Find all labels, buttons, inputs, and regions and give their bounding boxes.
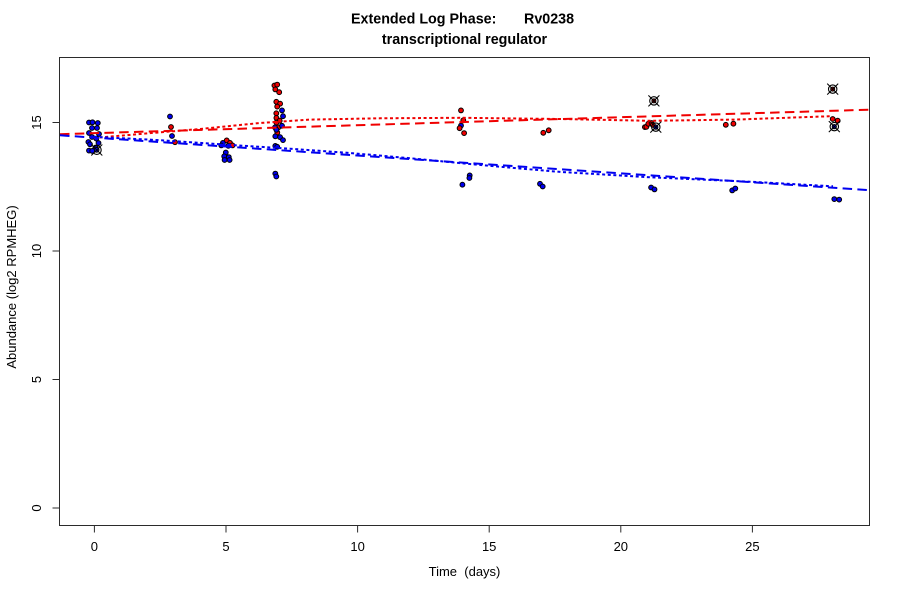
svg-text:Time (days): Time (days) (429, 564, 501, 579)
svg-text:15: 15 (29, 115, 44, 129)
svg-text:5: 5 (29, 376, 44, 383)
svg-text:15: 15 (482, 539, 496, 554)
svg-text:0: 0 (91, 539, 98, 554)
svg-text:20: 20 (614, 539, 628, 554)
svg-text:25: 25 (745, 539, 759, 554)
svg-text:Abundance (log2 RPMHEG): Abundance (log2 RPMHEG) (4, 205, 19, 368)
svg-text:10: 10 (29, 244, 44, 258)
svg-text:0: 0 (29, 504, 44, 511)
svg-text:5: 5 (222, 539, 229, 554)
svg-text:10: 10 (350, 539, 364, 554)
svg-text:Rv0238: Rv0238 (524, 12, 574, 28)
svg-text:Extended Log Phase:: Extended Log Phase: (351, 12, 496, 28)
svg-text:transcriptional regulator: transcriptional regulator (382, 32, 548, 48)
